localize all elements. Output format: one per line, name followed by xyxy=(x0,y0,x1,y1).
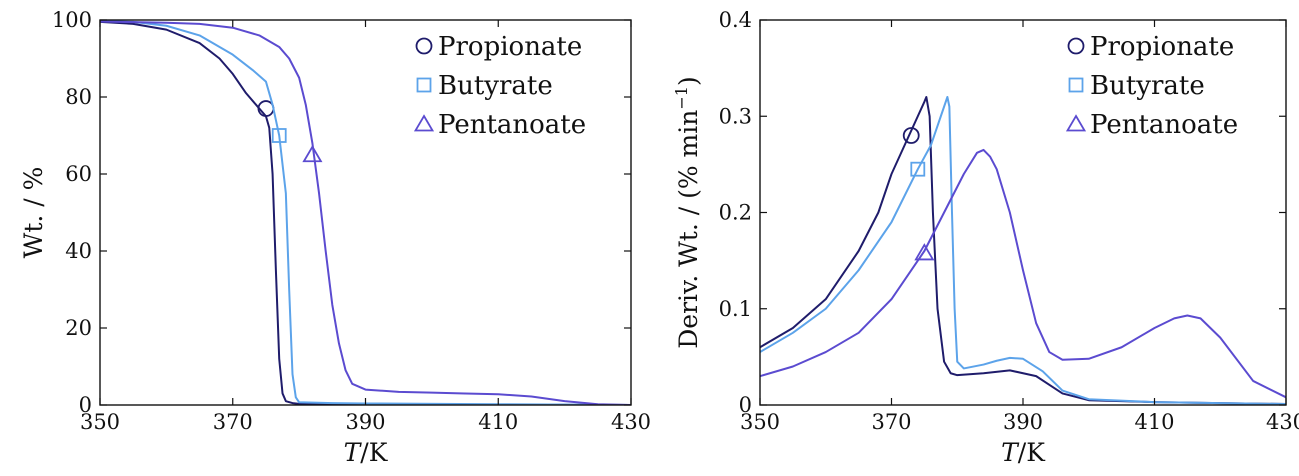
y-tick-label: 0.2 xyxy=(719,201,752,225)
legend-label-propionate: Propionate xyxy=(438,32,582,62)
x-tick-label: 370 xyxy=(871,410,911,434)
series-marker-butyrate xyxy=(910,161,926,177)
y-tick-label: 20 xyxy=(65,316,92,340)
x-tick-label: 350 xyxy=(80,410,120,434)
y-tick-label: 0.1 xyxy=(719,297,752,321)
y-tick-label: 0.4 xyxy=(719,8,752,32)
y-tick-label: 80 xyxy=(65,85,92,109)
x-tick-label: 410 xyxy=(1134,410,1174,434)
series-line-propionate xyxy=(760,96,1286,405)
y-tick-label: 100 xyxy=(52,8,92,32)
series-marker-pentanoate xyxy=(914,243,935,261)
y-tick-label: 40 xyxy=(65,239,92,263)
weight-loss-chart: 350 370 390 410 430 0 20 40 60 80 100 T/K Wt. / % Pro… xyxy=(19,8,651,467)
x-tick-label: 390 xyxy=(1003,410,1043,434)
series-marker-pentanoate xyxy=(302,144,323,163)
legend-marker-propionate xyxy=(415,37,433,55)
plot-frame xyxy=(759,19,1287,406)
x-tick-label: 410 xyxy=(478,410,518,434)
legend-marker-pentanoate xyxy=(413,114,435,132)
series-line-pentanoate xyxy=(100,20,631,405)
legend-marker-butyrate xyxy=(416,77,432,93)
y-tick-label: 0.3 xyxy=(719,104,752,128)
x-axis-label: T/K xyxy=(344,438,389,467)
legend-label-butyrate: Butyrate xyxy=(1090,71,1205,101)
legend: Propionate Butyrate Pentanoate xyxy=(1065,32,1238,140)
legend-label-pentanoate: Pentanoate xyxy=(1090,110,1238,140)
y-tick-label: 60 xyxy=(65,162,92,186)
legend-label-butyrate: Butyrate xyxy=(438,71,553,101)
y-axis-label: Deriv. Wt. / (% min−1) xyxy=(672,76,703,348)
x-tick-label: 350 xyxy=(740,410,780,434)
legend: Propionate Butyrate Pentanoate xyxy=(413,32,586,140)
y-axis-label: Wt. / % xyxy=(19,167,48,259)
x-tick-label: 430 xyxy=(1266,410,1299,434)
x-axis-label: T/K xyxy=(1001,438,1046,467)
series-line-butyrate xyxy=(100,20,631,405)
legend-label-propionate: Propionate xyxy=(1090,32,1234,62)
series-line-butyrate xyxy=(760,96,1286,405)
derivative-weight-chart: 350 370 390 410 430 0 0.1 0.2 0.3 0.4 T/K Deriv. Wt… xyxy=(672,8,1299,467)
series-marker-butyrate xyxy=(271,128,287,143)
series-line-pentanoate xyxy=(760,148,1286,399)
legend-marker-propionate xyxy=(1067,37,1085,55)
y-tick-label: 0 xyxy=(739,393,752,417)
x-tick-label: 430 xyxy=(611,410,651,434)
x-tick-label: 390 xyxy=(345,410,385,434)
legend-marker-pentanoate xyxy=(1065,114,1087,132)
series-line-propionate xyxy=(100,20,631,405)
x-tick-label: 370 xyxy=(213,410,253,434)
y-tick-label: 0 xyxy=(79,393,92,417)
series-marker-propionate xyxy=(902,127,920,144)
legend-marker-butyrate xyxy=(1068,77,1084,93)
legend-label-pentanoate: Pentanoate xyxy=(438,110,586,140)
